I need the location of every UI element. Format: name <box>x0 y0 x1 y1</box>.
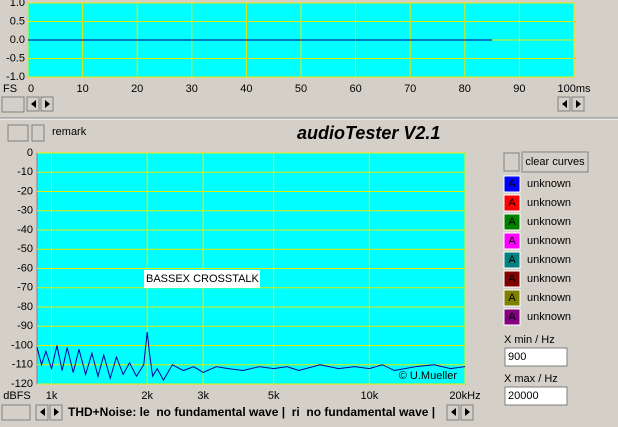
curve-label: unknown <box>527 273 571 285</box>
spin-button[interactable] <box>1 404 31 421</box>
x-max-value: 20000 <box>508 390 539 402</box>
curve-letter: A <box>508 254 516 266</box>
axis-label: FS <box>3 83 17 95</box>
y-tick-label: -70 <box>17 282 33 294</box>
y-tick-label: -110 <box>12 359 33 371</box>
x-tick-label: 80 <box>459 83 471 95</box>
annotation: © U.Mueller <box>399 370 458 382</box>
axis-label: dBFS <box>3 390 31 402</box>
y-tick-label: -90 <box>17 320 33 332</box>
y-tick-label: -100 <box>11 339 33 351</box>
x-min-input[interactable] <box>504 347 568 367</box>
curve-button[interactable] <box>503 251 521 269</box>
x-tick-label: 2k <box>141 390 153 402</box>
x-min-value: 900 <box>508 351 526 363</box>
y-tick-label: -40 <box>17 224 33 236</box>
curve-letter: A <box>508 197 516 209</box>
curve-button[interactable] <box>503 175 521 193</box>
x-tick-label: 3k <box>197 390 209 402</box>
x-tick-label: 5k <box>268 390 280 402</box>
y-tick-label: -60 <box>17 262 33 274</box>
x-tick-label: 10k <box>360 390 378 402</box>
curve-label: unknown <box>527 292 571 304</box>
x-tick-label: 30 <box>186 83 198 95</box>
spin-button[interactable] <box>31 124 45 142</box>
x-max-label: X max / Hz <box>504 373 558 385</box>
y-tick-label: -80 <box>17 301 33 313</box>
annotation-box <box>144 270 260 288</box>
x-tick-label: 90 <box>513 83 525 95</box>
x-min-label: X min / Hz <box>504 334 555 346</box>
x-tick-label: 100ms <box>557 83 591 95</box>
spin-button[interactable] <box>503 152 520 172</box>
x-tick-label: 60 <box>349 83 361 95</box>
y-tick-label: -1.0 <box>6 71 25 83</box>
curve-button[interactable] <box>503 270 521 288</box>
curve-label: unknown <box>527 254 571 266</box>
x-max-input[interactable] <box>504 386 568 406</box>
curve-label: unknown <box>527 216 571 228</box>
button-label: clear curves <box>525 156 585 168</box>
y-tick-label: -30 <box>17 205 33 217</box>
scope-controls[interactable] <box>1 96 585 113</box>
curve-label: unknown <box>527 311 571 323</box>
x-tick-label: 40 <box>240 83 252 95</box>
curve-letter: A <box>508 216 516 228</box>
remark-label: remark <box>52 126 87 138</box>
x-tick-label: 0 <box>28 83 34 95</box>
x-tick-label: 1k <box>46 390 58 402</box>
y-tick-label: 1.0 <box>10 0 25 9</box>
x-tick-label: 50 <box>295 83 307 95</box>
curve-button[interactable] <box>503 232 521 250</box>
data-line <box>36 331 466 382</box>
y-tick-label: -20 <box>17 185 33 197</box>
y-tick-label: -0.5 <box>6 52 25 64</box>
app-title: audioTester V2.1 <box>297 123 440 143</box>
spin-button[interactable] <box>1 96 25 113</box>
spin-button[interactable] <box>7 124 29 142</box>
annotation: BASSEX CROSSTALK <box>146 273 260 285</box>
curve-label: unknown <box>527 197 571 209</box>
y-tick-label: 0 <box>27 147 33 159</box>
x-tick-label: 70 <box>404 83 416 95</box>
x-tick-label: 10 <box>76 83 88 95</box>
curve-button[interactable] <box>503 194 521 212</box>
curve-letter: A <box>508 311 516 323</box>
curve-button[interactable] <box>503 308 521 326</box>
y-tick-label: -50 <box>17 243 33 255</box>
curve-letter: A <box>508 178 516 190</box>
status-text: THD+Noise: le no fundamental wave | ri n… <box>68 405 435 419</box>
x-tick-label: 20 <box>131 83 143 95</box>
curve-label: unknown <box>527 235 571 247</box>
curve-button[interactable] <box>503 289 521 307</box>
y-tick-label: -10 <box>17 166 33 178</box>
curve-label: unknown <box>527 178 571 190</box>
curve-letter: A <box>508 292 516 304</box>
x-tick-label: 20kHz <box>449 390 480 402</box>
y-tick-label: 0.5 <box>10 15 25 27</box>
y-tick-label: 0.0 <box>10 34 25 46</box>
curve-letter: A <box>508 273 516 285</box>
y-tick-label: -120 <box>11 378 33 390</box>
clear-curves-button[interactable] <box>521 151 589 173</box>
curve-letter: A <box>508 235 516 247</box>
curve-button[interactable] <box>503 213 521 231</box>
